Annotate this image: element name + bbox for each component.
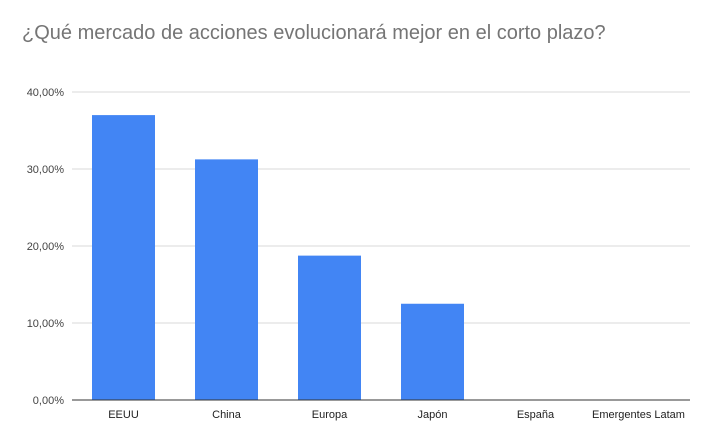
- chart-title: ¿Qué mercado de acciones evolucionará me…: [22, 22, 606, 44]
- bar: [401, 303, 464, 400]
- y-tick-label: 40,00%: [27, 87, 65, 99]
- x-axis-ticks: EEUU China Europa Japón España Emergentes Lat…: [108, 409, 685, 421]
- bars: [92, 115, 464, 400]
- x-tick-label: Europa: [312, 409, 348, 421]
- gridlines: [72, 91, 690, 324]
- bar: [92, 115, 155, 400]
- x-tick-label: Japón: [418, 409, 448, 421]
- y-tick-label: 30,00%: [27, 164, 65, 176]
- bar: [195, 159, 258, 400]
- x-tick-label: Emergentes Latam: [592, 409, 685, 421]
- x-tick-label: España: [517, 409, 555, 421]
- bar: [298, 255, 361, 400]
- y-tick-label: 20,00%: [27, 241, 65, 253]
- y-tick-label: 10,00%: [27, 318, 65, 330]
- x-tick-label: China: [212, 409, 242, 421]
- y-tick-label: 0,00%: [33, 395, 64, 407]
- y-axis-ticks: 0,00% 10,00% 20,00% 30,00% 40,00%: [27, 87, 65, 407]
- x-tick-label: EEUU: [108, 409, 139, 421]
